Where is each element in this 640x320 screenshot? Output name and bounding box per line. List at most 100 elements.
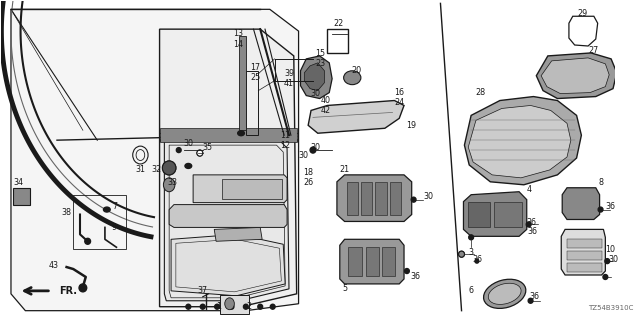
Text: 5: 5: [342, 284, 347, 293]
Polygon shape: [11, 9, 299, 311]
Text: 39: 39: [284, 69, 294, 78]
Text: 28: 28: [476, 88, 486, 97]
Text: 26: 26: [303, 178, 313, 187]
Text: 16: 16: [394, 88, 404, 97]
Circle shape: [229, 304, 234, 309]
Text: 27: 27: [589, 46, 599, 55]
Text: 3: 3: [468, 248, 474, 257]
Polygon shape: [375, 182, 387, 214]
Circle shape: [468, 235, 474, 240]
Text: 30: 30: [298, 150, 308, 160]
Text: 21: 21: [340, 165, 349, 174]
Text: 30: 30: [608, 255, 618, 264]
Text: 30: 30: [311, 89, 321, 98]
Text: FR.: FR.: [59, 286, 77, 296]
Circle shape: [197, 150, 203, 156]
Text: 31: 31: [136, 165, 145, 174]
Polygon shape: [468, 202, 490, 228]
Text: 10: 10: [605, 245, 615, 254]
Ellipse shape: [484, 279, 526, 308]
Polygon shape: [494, 202, 522, 228]
Text: 36: 36: [605, 202, 615, 211]
Circle shape: [528, 298, 533, 303]
Circle shape: [526, 222, 531, 227]
Circle shape: [603, 275, 608, 279]
Ellipse shape: [488, 283, 521, 304]
Text: 40: 40: [321, 96, 330, 105]
Polygon shape: [348, 247, 362, 276]
Text: 1: 1: [216, 302, 221, 311]
Polygon shape: [340, 239, 404, 284]
Text: 19: 19: [406, 121, 417, 130]
Text: 41: 41: [284, 79, 294, 88]
Polygon shape: [468, 106, 571, 178]
Text: 8: 8: [598, 178, 603, 187]
Polygon shape: [346, 182, 358, 214]
Circle shape: [79, 284, 86, 292]
Text: 35: 35: [202, 143, 212, 152]
Circle shape: [412, 197, 416, 202]
Polygon shape: [561, 229, 605, 275]
Text: 36: 36: [529, 292, 540, 301]
Text: 36: 36: [527, 227, 538, 236]
Polygon shape: [365, 247, 379, 276]
Polygon shape: [361, 182, 372, 214]
Polygon shape: [305, 63, 324, 91]
Polygon shape: [222, 179, 282, 199]
Ellipse shape: [185, 164, 192, 168]
Text: 36: 36: [473, 255, 483, 264]
Text: 13: 13: [233, 28, 243, 38]
Circle shape: [270, 304, 275, 309]
Polygon shape: [337, 175, 412, 221]
Polygon shape: [382, 247, 396, 276]
Text: 11: 11: [280, 131, 290, 140]
Polygon shape: [463, 192, 527, 236]
Text: 12: 12: [280, 140, 290, 150]
Text: 34: 34: [13, 178, 24, 187]
Polygon shape: [308, 100, 404, 133]
Text: 43: 43: [49, 260, 59, 269]
Text: 23: 23: [316, 59, 326, 68]
Polygon shape: [390, 182, 401, 214]
Polygon shape: [562, 188, 600, 220]
Polygon shape: [169, 204, 287, 228]
Circle shape: [459, 251, 465, 257]
Polygon shape: [301, 56, 332, 99]
Circle shape: [163, 161, 176, 175]
Circle shape: [84, 238, 90, 244]
Text: 22: 22: [333, 19, 344, 28]
Text: 15: 15: [316, 49, 326, 59]
Polygon shape: [239, 36, 246, 130]
Polygon shape: [171, 234, 285, 296]
Circle shape: [177, 148, 181, 153]
Text: 32: 32: [152, 165, 162, 174]
Polygon shape: [536, 53, 617, 99]
Circle shape: [214, 304, 220, 309]
Text: 17: 17: [250, 63, 260, 72]
Text: 33: 33: [167, 178, 177, 187]
Text: 30: 30: [183, 139, 193, 148]
Text: 14: 14: [233, 39, 243, 49]
Text: 20: 20: [351, 66, 361, 75]
Text: 30: 30: [311, 143, 321, 152]
Ellipse shape: [104, 207, 110, 212]
Polygon shape: [567, 251, 602, 260]
Text: 9: 9: [112, 223, 117, 232]
Text: 6: 6: [468, 286, 474, 295]
Text: 36: 36: [410, 272, 420, 282]
Polygon shape: [193, 175, 287, 203]
Polygon shape: [220, 295, 249, 314]
Text: 42: 42: [321, 106, 330, 115]
Polygon shape: [541, 58, 609, 93]
Text: 18: 18: [303, 168, 313, 177]
Text: 30: 30: [423, 192, 433, 201]
Polygon shape: [159, 29, 297, 307]
Circle shape: [475, 259, 479, 263]
Polygon shape: [465, 97, 581, 185]
Circle shape: [605, 259, 610, 264]
Ellipse shape: [163, 178, 175, 192]
Ellipse shape: [237, 131, 244, 136]
Text: 7: 7: [112, 202, 117, 211]
Circle shape: [598, 207, 603, 212]
Circle shape: [310, 147, 316, 153]
